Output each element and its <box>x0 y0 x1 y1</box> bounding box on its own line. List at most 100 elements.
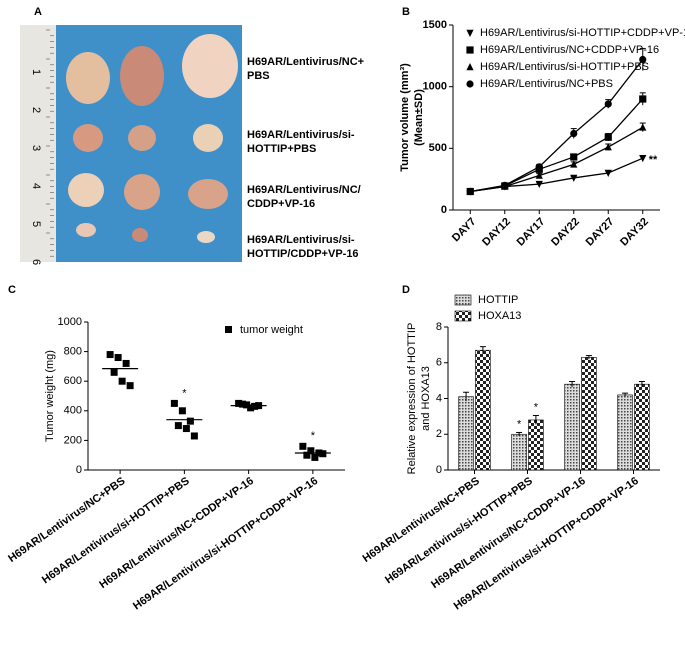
point <box>311 453 319 461</box>
bar <box>475 349 491 471</box>
panel-label: D <box>402 284 410 296</box>
y-axis-label: (Mean±SD) <box>413 89 425 146</box>
x-tick-label: DAY12 <box>480 216 513 249</box>
point <box>570 129 578 138</box>
y-tick-label: 1000 <box>423 81 447 93</box>
point <box>466 46 474 54</box>
y-tick-label: 2 <box>436 428 442 440</box>
x-tick-label: DAY22 <box>549 216 582 249</box>
point <box>535 171 543 179</box>
point <box>319 450 327 458</box>
point <box>570 174 578 182</box>
point <box>247 404 255 412</box>
row-label: H69AR/Lentivirus/si- <box>247 234 355 246</box>
y-axis-label: and HOXA13 <box>420 366 432 431</box>
point <box>466 80 474 88</box>
bar <box>511 433 527 471</box>
y-axis-label: Tumor volume (mm³) <box>399 63 411 172</box>
y-tick-label: 500 <box>429 142 447 154</box>
significance: * <box>311 430 316 442</box>
bar <box>458 396 474 471</box>
y-tick-label: 4 <box>436 392 442 404</box>
point <box>186 417 194 425</box>
panel-label: B <box>402 6 410 18</box>
ruler-number: 4 <box>30 183 42 189</box>
point <box>466 29 474 37</box>
point <box>639 55 647 64</box>
point <box>110 368 118 376</box>
row-label: PBS <box>247 70 270 82</box>
point <box>604 100 612 108</box>
point <box>170 399 178 407</box>
x-tick-label: DAY32 <box>618 216 651 249</box>
point <box>122 359 130 367</box>
row-label: HOTTIP/CDDP+VP-16 <box>247 248 359 260</box>
y-tick-label: 0 <box>436 464 442 476</box>
legend-label: H69AR/Lentivirus/NC+PBS <box>480 78 613 90</box>
point <box>118 377 126 385</box>
line <box>470 98 644 193</box>
y-tick-label: 1500 <box>423 19 447 31</box>
y-tick-label: 200 <box>64 434 82 446</box>
point <box>639 95 647 103</box>
legend-label: HOTTIP <box>478 294 518 306</box>
y-tick-label: 400 <box>64 405 82 417</box>
x-tick-label: DAY17 <box>515 216 548 249</box>
panel-label: A <box>34 6 42 18</box>
y-tick-label: 600 <box>64 375 82 387</box>
ruler-number: 1 <box>30 69 42 75</box>
ruler-number: 2 <box>30 107 42 113</box>
point <box>466 63 474 71</box>
y-axis-label: Tumor weight (mg) <box>44 350 56 442</box>
x-tick-label: DAY7 <box>450 216 479 245</box>
x-tick-label: H69AR/Lentivirus/si-HOTTIP+CDDP+VP-16 <box>452 475 641 612</box>
legend-label: HOXA13 <box>478 310 521 322</box>
legend-label: tumor weight <box>240 324 303 336</box>
bar <box>564 383 580 471</box>
point <box>182 425 190 433</box>
row-label: H69AR/Lentivirus/NC/ <box>247 184 361 196</box>
point <box>178 407 186 415</box>
point <box>299 442 307 450</box>
legend-swatch <box>454 294 472 306</box>
point <box>535 180 543 189</box>
significance: * <box>517 418 522 430</box>
point <box>106 351 114 359</box>
y-tick-label: 0 <box>441 204 447 216</box>
row-label: H69AR/Lentivirus/NC+ <box>247 56 364 68</box>
legend-marker <box>225 326 232 333</box>
legend-label: H69AR/Lentivirus/NC+CDDP+VP-16 <box>480 44 659 56</box>
point <box>639 154 647 163</box>
y-tick-label: 8 <box>436 321 442 333</box>
point <box>190 432 198 440</box>
bar <box>617 394 633 471</box>
point <box>604 133 612 141</box>
point <box>535 163 543 171</box>
annotation: ** <box>649 154 658 166</box>
row-label: HOTTIP+PBS <box>247 143 316 155</box>
bar <box>581 357 597 471</box>
line <box>470 126 644 193</box>
photo <box>20 25 242 262</box>
point <box>239 400 247 408</box>
ruler-number: 5 <box>30 221 42 227</box>
significance: * <box>182 387 187 399</box>
y-tick-label: 6 <box>436 357 442 369</box>
point <box>243 401 251 409</box>
legend-label: H69AR/Lentivirus/si-HOTTIP+PBS <box>480 61 649 73</box>
point <box>307 447 315 455</box>
legend-swatch <box>454 310 472 322</box>
line <box>470 59 644 193</box>
legend-label: H69AR/Lentivirus/si-HOTTIP+CDDP+VP-16 <box>480 27 685 39</box>
significance: * <box>534 401 539 413</box>
bar <box>634 383 650 471</box>
point <box>501 181 509 189</box>
point <box>466 187 474 196</box>
panel-label: C <box>8 284 16 296</box>
point <box>126 382 134 390</box>
y-tick-label: 0 <box>76 464 82 476</box>
point <box>604 143 612 151</box>
row-label: CDDP+VP-16 <box>247 198 315 210</box>
x-tick-label: H69AR/Lentivirus/NC+PBS <box>6 475 127 565</box>
